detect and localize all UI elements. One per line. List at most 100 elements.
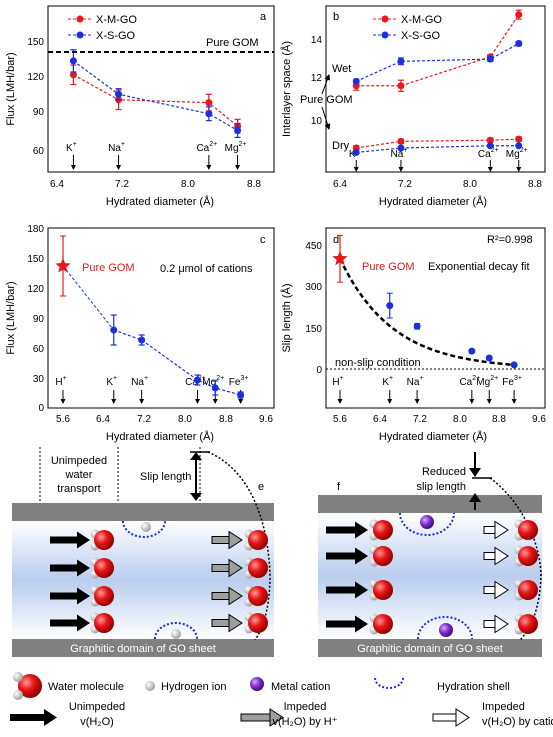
- panel-c-y-label: Flux (LMH/bar): [5, 281, 17, 354]
- data-point: [69, 71, 77, 79]
- data-point: [138, 336, 146, 344]
- data-point: [515, 142, 523, 150]
- oxygen-atom: [248, 613, 268, 633]
- flow-arrow-shaft: [211, 619, 231, 627]
- panel-c-frame: [47, 227, 275, 409]
- data-point: [352, 77, 360, 85]
- y-tick: 450: [305, 241, 322, 252]
- flow-arrow-head: [355, 615, 368, 633]
- graphitic-domain-label: Graphitic domain of GO sheet: [70, 643, 216, 655]
- panel-a: a Pure GOM X-M-GO X-S-GO 60 90 120 150 6…: [5, 5, 275, 208]
- ion-label: Mg2+: [225, 141, 247, 154]
- data-point: [486, 55, 494, 63]
- legend-arrow3-line2: v(H₂O) by cations: [482, 716, 553, 728]
- flow-arrow-shaft: [50, 592, 78, 600]
- y-tick: 90: [33, 107, 45, 118]
- ion-label: Ca2+: [459, 375, 480, 388]
- unimpeded-text-1: Unimpeded: [51, 455, 107, 467]
- panel-e-schematic: Graphitic domain of GO sheet Unimpeded w…: [12, 447, 274, 657]
- series-line: [356, 145, 519, 154]
- ion-arrowhead: [212, 399, 218, 404]
- panel-d-star-label: Pure GOM: [362, 261, 415, 273]
- flow-arrow-shaft: [483, 526, 497, 534]
- data-point: [510, 361, 518, 369]
- ion-label: Na+: [108, 141, 125, 154]
- x-tick: 6.4: [96, 414, 110, 425]
- ion-label: Na+: [407, 375, 424, 388]
- legend-arrow1-line1: Unimpeded: [69, 701, 125, 713]
- legend-hydrogen-label: Hydrogen ion: [161, 681, 226, 693]
- ion-label: Mg2+: [202, 375, 224, 388]
- y-tick: 60: [33, 146, 45, 157]
- data-point: [468, 347, 476, 355]
- flow-arrow-shaft: [326, 552, 356, 560]
- y-tick: 12: [311, 73, 323, 84]
- ion-label: H+: [332, 375, 343, 388]
- panel-d-data: [326, 234, 545, 370]
- y-tick: 120: [27, 284, 44, 295]
- data-point: [69, 57, 77, 65]
- ion-label: Ca2+: [196, 141, 217, 154]
- ion-arrowhead: [60, 399, 66, 404]
- data-point: [205, 99, 213, 107]
- ion-label: Ca2+: [185, 375, 206, 388]
- data-point: [115, 90, 123, 98]
- water-molecule-icon: [514, 613, 538, 635]
- y-tick: 180: [27, 224, 44, 235]
- flow-arrow-shaft: [483, 552, 497, 560]
- y-tick: 90: [33, 314, 45, 325]
- y-tick: 14: [311, 35, 323, 46]
- slip-length-label: Slip length: [140, 471, 191, 483]
- panel-c: c Pure GOM 0.2 μmol of cations 0 30 60 9…: [5, 224, 275, 443]
- flow-arrow-head: [228, 586, 243, 606]
- legend-x-s-go: X-S-GO: [401, 30, 441, 42]
- water-molecule-icon: [369, 519, 393, 541]
- flow-arrow-head: [494, 580, 509, 600]
- water-molecule-icon: [90, 529, 114, 551]
- hydration-shell-icon: [417, 616, 473, 640]
- ion-arrowhead: [487, 167, 493, 172]
- ion-label: Ca2+: [478, 147, 499, 160]
- flow-arrow-shaft: [50, 619, 78, 627]
- x-tick: 6.4: [333, 179, 347, 190]
- x-tick: 8.0: [181, 179, 195, 190]
- flow-arrow-shaft: [326, 526, 356, 534]
- panel-f-schematic: Graphitic domain of GO sheet f Reduced s…: [318, 452, 542, 657]
- panel-f-letter: f: [337, 481, 341, 493]
- y-tick: 0: [316, 365, 322, 376]
- flow-arrow-shaft: [211, 592, 231, 600]
- metal-cation-icon: [439, 623, 453, 637]
- reduced-text-2: slip length: [416, 481, 466, 493]
- pure-to-wet-arrow: [321, 74, 331, 95]
- velocity-profile: [207, 451, 271, 641]
- hydration-shell-icon: [154, 622, 198, 640]
- data-point: [193, 376, 201, 384]
- x-tick: 6.4: [50, 179, 64, 190]
- hydrogen-ion-icon: [141, 522, 151, 532]
- legend-x-m-go: X-M-GO: [401, 14, 442, 26]
- x-tick: 7.2: [115, 179, 129, 190]
- non-slip-label: non-slip condition: [335, 357, 421, 369]
- panel-c-data: [55, 235, 245, 399]
- flow-arrow-head: [494, 614, 509, 634]
- y-tick: 10: [311, 116, 323, 127]
- reduced-text-1: Reduced: [422, 466, 466, 478]
- data-point: [515, 11, 523, 19]
- pure-to-dry-arrow: [321, 106, 331, 130]
- x-tick: 8.8: [492, 414, 506, 425]
- panel-c-note: 0.2 μmol of cations: [160, 263, 253, 275]
- unimpeded-text-3: transport: [57, 483, 100, 495]
- hydrogen-ion-icon: [171, 629, 181, 639]
- data-point: [486, 136, 494, 144]
- ion-arrowhead: [194, 399, 200, 404]
- ion-arrowhead: [206, 165, 212, 170]
- y-tick: 120: [27, 72, 44, 83]
- water-molecule-icon: [244, 529, 268, 551]
- data-point: [485, 354, 493, 362]
- panel-b-x-ticks: 6.4 7.2 8.0 8.8: [333, 179, 542, 190]
- hydration-shell-icon: [122, 520, 166, 538]
- legend-x-s-go: X-S-GO: [96, 30, 136, 42]
- legend-shell-label: Hydration shell: [437, 681, 510, 693]
- oxygen-atom: [518, 614, 538, 634]
- wet-label: Wet: [332, 63, 351, 75]
